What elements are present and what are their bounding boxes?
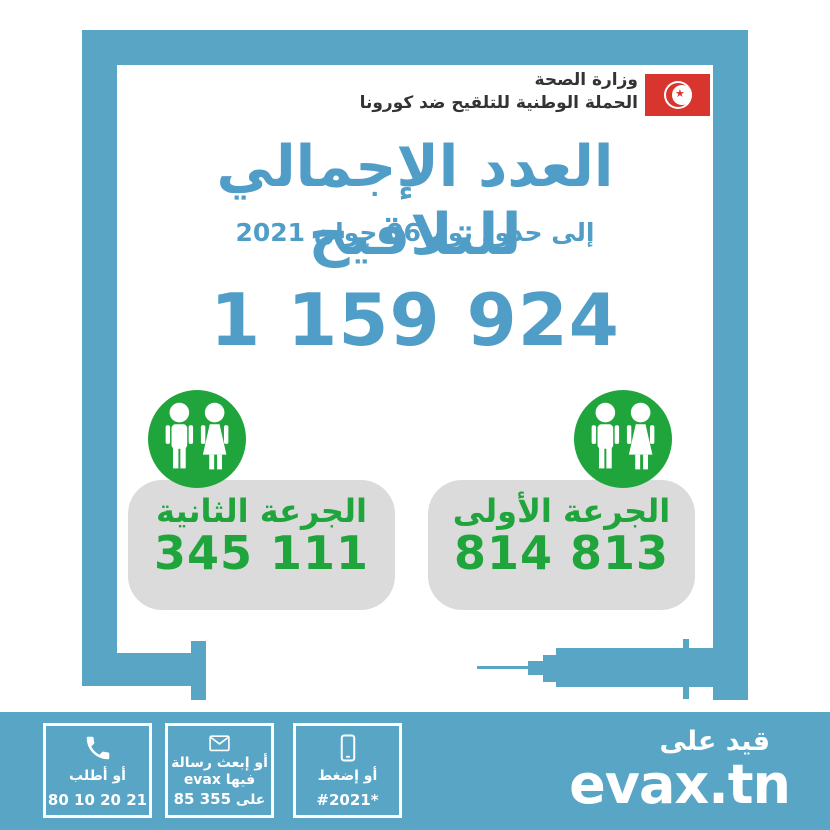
syringe-plunger-cap [191,641,206,700]
ussd-label: أو إضغط [317,768,378,785]
register-label: قيد على [659,726,770,757]
man-woman-icon [165,402,229,470]
ussd-code: #2021* [316,791,379,809]
man-woman-icon [591,402,655,470]
people-icon [574,390,672,488]
flag-star-icon: ★ [675,87,685,100]
syringe-taper [543,655,558,682]
syringe-barrel [556,648,713,687]
mobile-phone-icon [340,734,355,762]
frame-top-border [82,30,748,65]
ussd-box: أو إضغط #2021* [293,723,402,818]
call-box: أو أطلب 80 10 20 21 [43,723,152,818]
syringe-plunger-rod [82,653,193,686]
frame-right-border [713,30,748,700]
phone-icon [86,736,109,760]
envelope-icon [209,735,230,752]
header-text-block: وزارة الصحة الحملة الوطنية للتلقيح ضد كو… [300,69,638,115]
dose-label: الجرعة الثانية [156,492,367,530]
campaign-name: الحملة الوطنية للتلقيح ضد كورونا [359,92,638,113]
sms-on-label: على [235,791,266,808]
footer-bar: أو أطلب 80 10 20 21 أو إبعث رسالة فيها e… [0,712,830,830]
sms-line-2: فيها evax [183,772,256,788]
call-label: أو أطلب [69,768,126,785]
dose-value: 814 813 [453,526,670,581]
syringe-needle [477,666,530,669]
frame-left-border [82,30,117,686]
dose-value: 345 111 [153,526,370,581]
total-count: 1 159 924 [210,278,620,362]
page-title: العدد الإجمالي للتلاقيح [216,134,614,269]
sms-line-3: على 85 355 [174,790,266,810]
dose-label: الجرعة الأولى [452,492,671,530]
sms-box: أو إبعث رسالة فيها evax على 85 355 [165,723,274,818]
ministry-name: وزارة الصحة [534,70,638,90]
people-icon [148,390,246,488]
evax-block: قيد على evax.tn [540,726,791,817]
syringe-flange [683,639,689,699]
site-name: evax.tn [569,753,791,817]
syringe-nozzle [528,661,545,675]
sms-number: 85 355 [173,789,232,808]
sms-line-1: أو إبعث رسالة [171,754,268,771]
dose-card-first: الجرعة الأولى 814 813 [428,480,695,610]
call-number: 80 10 20 21 [47,791,148,809]
tunisia-flag: ★ [645,74,710,116]
date-subtitle: إلى حدود يوم 06 جوان 2021 [235,218,595,247]
dose-card-second: الجرعة الثانية 345 111 [128,480,395,610]
